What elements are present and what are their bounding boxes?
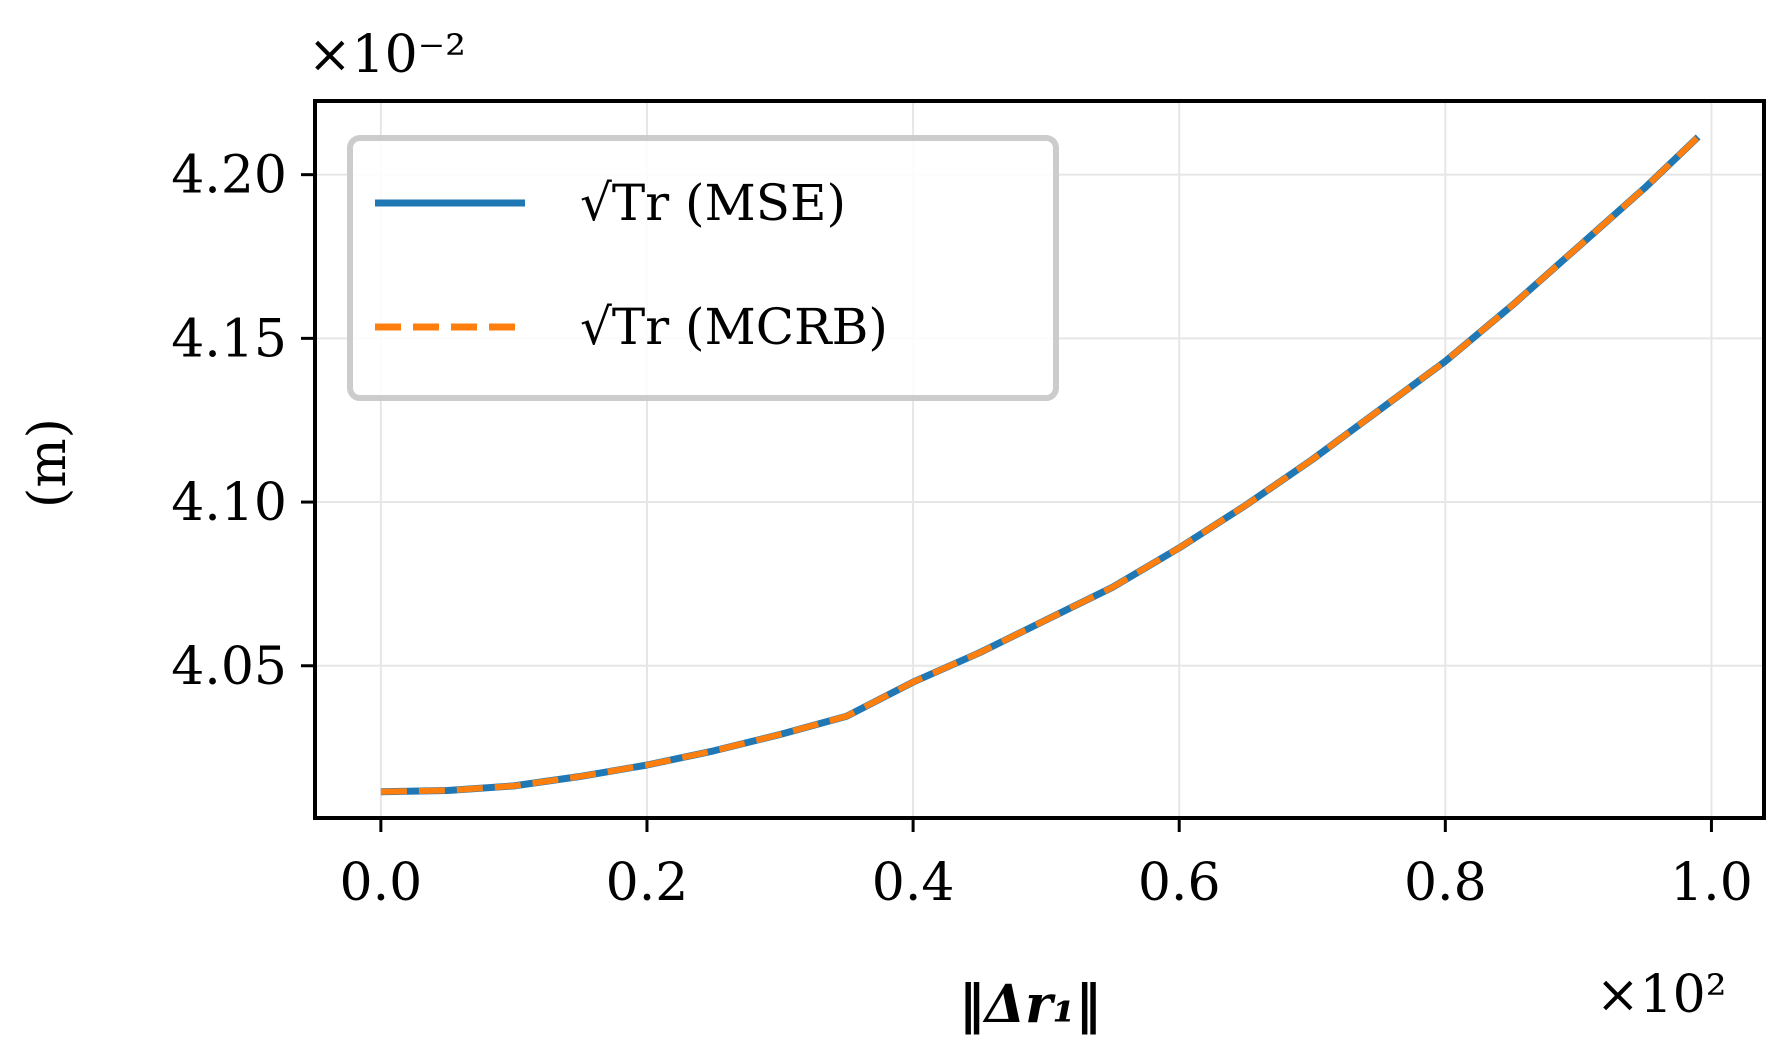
x-tick-label: 0.4	[872, 853, 955, 913]
legend-label-mse: √Tr (MSE)	[580, 174, 846, 232]
y-tick-label: 4.10	[171, 473, 287, 533]
x-tick-label: 0.6	[1138, 853, 1221, 913]
y-axis-label: (m)	[18, 418, 78, 508]
series-layer	[380, 134, 1701, 796]
series-line-mcrb	[380, 134, 1701, 795]
plot-frame	[313, 99, 1766, 820]
x-tick-label: 0.2	[606, 853, 689, 913]
legend: √Tr (MSE) √Tr (MCRB)	[347, 135, 1059, 401]
y-tick-label: 4.20	[171, 146, 287, 206]
y-tick-label: 4.15	[171, 309, 287, 369]
x-multiplier: ×10²	[1596, 965, 1727, 1025]
y-multiplier: ×10⁻²	[308, 25, 466, 85]
x-tick-label: 0.0	[340, 853, 423, 913]
legend-box	[347, 135, 1059, 401]
x-tick-label: 1.0	[1670, 853, 1753, 913]
tick-layer: 0.0 0.2 0.4 0.6 0.8 1.0 4.05 4.10 4.15 4.20	[171, 146, 1753, 913]
y-tick-label: 4.05	[171, 637, 287, 697]
legend-label-mcrb: √Tr (MCRB)	[580, 298, 888, 356]
x-tick-label: 0.8	[1404, 853, 1487, 913]
x-axis-label: ‖Δr₁‖	[959, 974, 1102, 1035]
